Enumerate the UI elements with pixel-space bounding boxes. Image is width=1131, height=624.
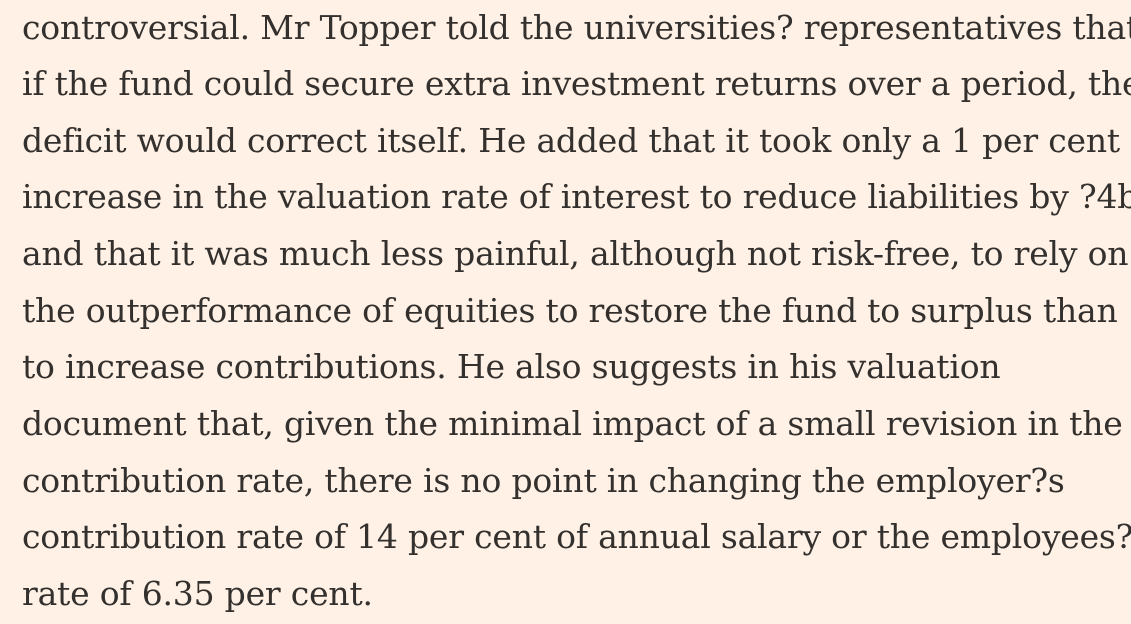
paragraph-line: the outperformance of equities to restor… xyxy=(22,291,1118,330)
paragraph-line: controversial. Mr Topper told the univer… xyxy=(22,8,1131,47)
paragraph-line: deficit would correct itself. He added t… xyxy=(22,121,1120,160)
paragraph-line: and that it was much less painful, altho… xyxy=(22,234,1129,273)
paragraph-line: rate of 6.35 per cent. xyxy=(22,574,373,613)
paragraph-line: increase in the valuation rate of intere… xyxy=(22,177,1131,216)
paragraph-line: document that, given the minimal impact … xyxy=(22,404,1123,443)
paragraph-line: contribution rate of 14 per cent of annu… xyxy=(22,517,1131,556)
paragraph-line: contribution rate, there is no point in … xyxy=(22,461,1065,500)
paragraph-line: to increase contributions. He also sugge… xyxy=(22,347,1001,386)
paragraph-line: if the fund could secure extra investmen… xyxy=(22,64,1131,103)
